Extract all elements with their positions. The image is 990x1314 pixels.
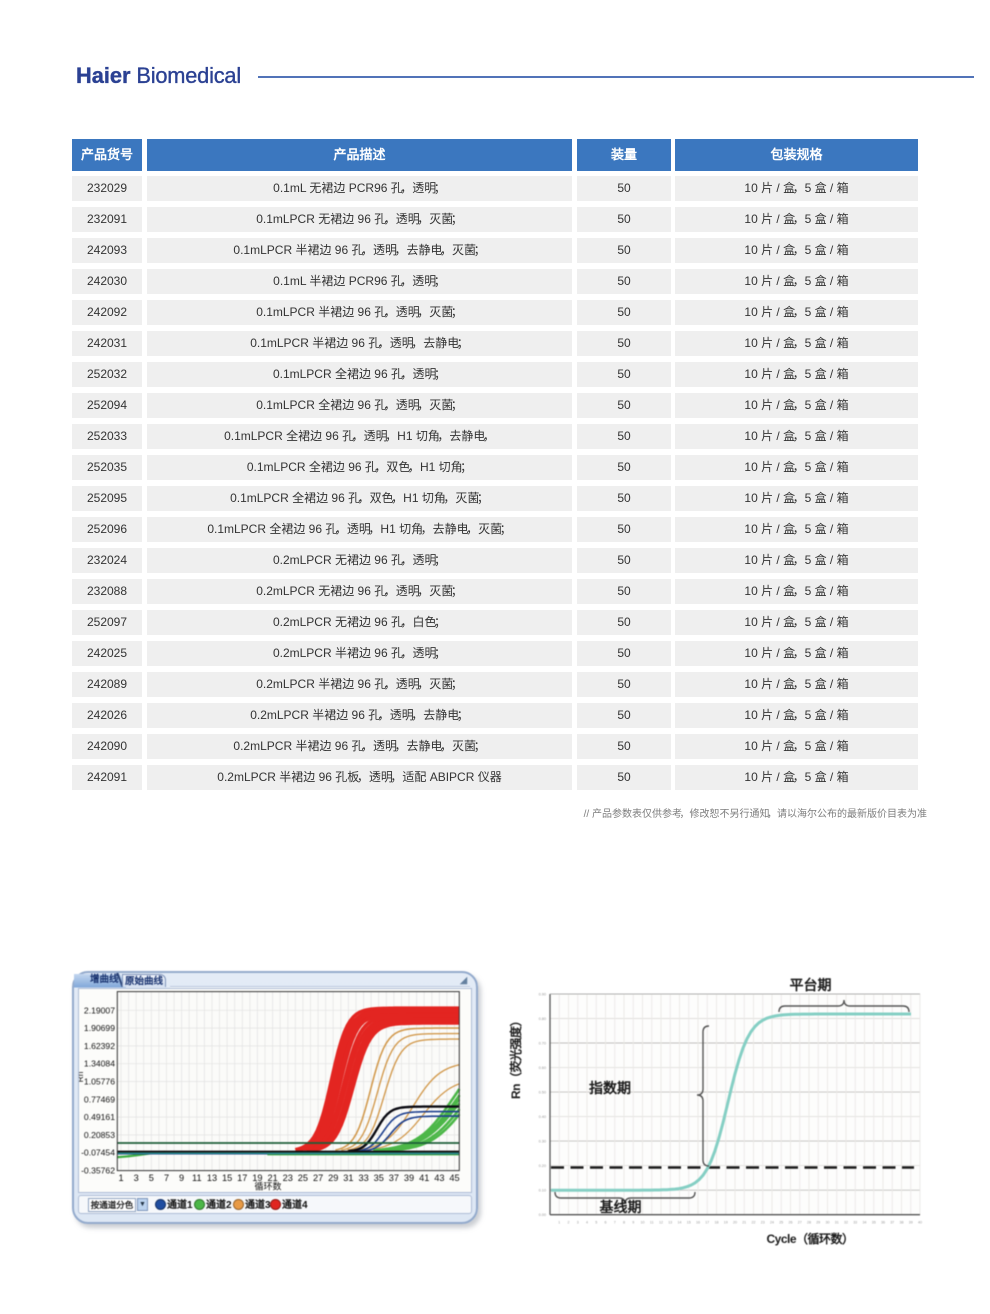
svg-text:37: 37 — [890, 1221, 894, 1225]
svg-text:3: 3 — [134, 1173, 139, 1183]
svg-text:39: 39 — [909, 1221, 913, 1225]
svg-text:基线期: 基线期 — [600, 1199, 642, 1215]
svg-text:13: 13 — [668, 1221, 672, 1225]
svg-text:34: 34 — [863, 1221, 867, 1225]
svg-text:18: 18 — [715, 1221, 719, 1225]
svg-text:0.20853: 0.20853 — [84, 1130, 115, 1140]
svg-text:-0.07454: -0.07454 — [81, 1148, 115, 1158]
svg-text:0.00: 0.00 — [539, 1213, 546, 1217]
svg-text:平台期: 平台期 — [790, 977, 832, 993]
svg-text:10: 10 — [641, 1221, 645, 1225]
svg-text:0.49161: 0.49161 — [84, 1112, 115, 1122]
svg-text:11: 11 — [192, 1173, 202, 1183]
svg-text:14: 14 — [678, 1221, 682, 1225]
svg-text:16: 16 — [696, 1221, 700, 1225]
svg-text:循环数: 循环数 — [254, 1181, 281, 1192]
svg-text:27: 27 — [798, 1221, 802, 1225]
svg-text:12: 12 — [659, 1221, 663, 1225]
svg-text:45: 45 — [449, 1173, 459, 1183]
svg-text:40: 40 — [918, 1221, 922, 1225]
svg-text:1.90699: 1.90699 — [84, 1023, 115, 1033]
svg-text:17: 17 — [237, 1173, 247, 1183]
svg-text:26: 26 — [789, 1221, 793, 1225]
svg-text:31: 31 — [835, 1221, 839, 1225]
svg-text:0.10: 0.10 — [539, 1189, 546, 1193]
svg-text:19: 19 — [724, 1221, 728, 1225]
svg-text:9: 9 — [179, 1173, 184, 1183]
svg-text:13: 13 — [207, 1173, 217, 1183]
svg-text:37: 37 — [389, 1173, 399, 1183]
svg-text:7: 7 — [164, 1173, 169, 1183]
svg-text:1.62392: 1.62392 — [84, 1041, 115, 1051]
svg-text:29: 29 — [816, 1221, 820, 1225]
svg-text:35: 35 — [872, 1221, 876, 1225]
svg-text:1.34084: 1.34084 — [84, 1059, 115, 1069]
svg-text:32: 32 — [844, 1221, 848, 1225]
svg-text:Cycle（循环数）: Cycle（循环数） — [766, 1231, 853, 1246]
svg-text:2: 2 — [568, 1221, 570, 1225]
svg-text:5: 5 — [595, 1221, 597, 1225]
svg-text:36: 36 — [881, 1221, 885, 1225]
svg-text:1: 1 — [118, 1173, 123, 1183]
svg-text:9: 9 — [632, 1221, 634, 1225]
svg-text:24: 24 — [770, 1221, 774, 1225]
svg-text:0.40: 0.40 — [539, 1115, 546, 1119]
svg-text:2.19007: 2.19007 — [84, 1005, 115, 1015]
svg-text:39: 39 — [404, 1173, 414, 1183]
svg-text:0.60: 0.60 — [539, 1066, 546, 1070]
svg-text:23: 23 — [761, 1221, 765, 1225]
svg-text:20: 20 — [733, 1221, 737, 1225]
svg-text:25: 25 — [298, 1173, 308, 1183]
svg-text:1.05776: 1.05776 — [84, 1077, 115, 1087]
svg-text:30: 30 — [826, 1221, 830, 1225]
svg-text:4: 4 — [586, 1221, 588, 1225]
svg-text:38: 38 — [900, 1221, 904, 1225]
svg-text:35: 35 — [374, 1173, 384, 1183]
svg-text:5: 5 — [149, 1173, 154, 1183]
svg-text:15: 15 — [687, 1221, 691, 1225]
svg-text:33: 33 — [358, 1173, 368, 1183]
svg-text:0.70: 0.70 — [539, 1042, 546, 1046]
svg-text:29: 29 — [328, 1173, 338, 1183]
svg-text:33: 33 — [853, 1221, 857, 1225]
svg-text:22: 22 — [752, 1221, 756, 1225]
svg-text:7: 7 — [614, 1221, 616, 1225]
svg-text:17: 17 — [705, 1221, 709, 1225]
svg-text:31: 31 — [343, 1173, 353, 1183]
svg-text:19: 19 — [252, 1173, 262, 1183]
svg-text:指数期: 指数期 — [589, 1080, 631, 1096]
svg-text:0.20: 0.20 — [539, 1164, 546, 1168]
svg-text:0.30: 0.30 — [539, 1140, 546, 1144]
svg-text:21: 21 — [267, 1173, 277, 1183]
svg-text:27: 27 — [313, 1173, 323, 1183]
svg-text:23: 23 — [283, 1173, 293, 1183]
svg-text:11: 11 — [650, 1221, 654, 1225]
svg-text:28: 28 — [807, 1221, 811, 1225]
svg-text:0.90: 0.90 — [539, 993, 546, 997]
svg-text:0.77469: 0.77469 — [84, 1094, 115, 1104]
svg-text:6: 6 — [605, 1221, 607, 1225]
svg-text:25: 25 — [779, 1221, 783, 1225]
svg-text:1: 1 — [558, 1221, 560, 1225]
svg-text:Rn（荧光强度）: Rn（荧光强度） — [508, 1015, 523, 1099]
svg-text:3: 3 — [577, 1221, 579, 1225]
svg-text:15: 15 — [222, 1173, 232, 1183]
svg-text:41: 41 — [419, 1173, 429, 1183]
svg-text:0.80: 0.80 — [539, 1017, 546, 1021]
svg-text:43: 43 — [434, 1173, 444, 1183]
svg-text:-0.35762: -0.35762 — [81, 1166, 115, 1176]
svg-text:8: 8 — [623, 1221, 625, 1225]
svg-text:21: 21 — [742, 1221, 746, 1225]
svg-text:0.50: 0.50 — [539, 1091, 546, 1095]
svg-text:Rn: Rn — [79, 1071, 85, 1082]
